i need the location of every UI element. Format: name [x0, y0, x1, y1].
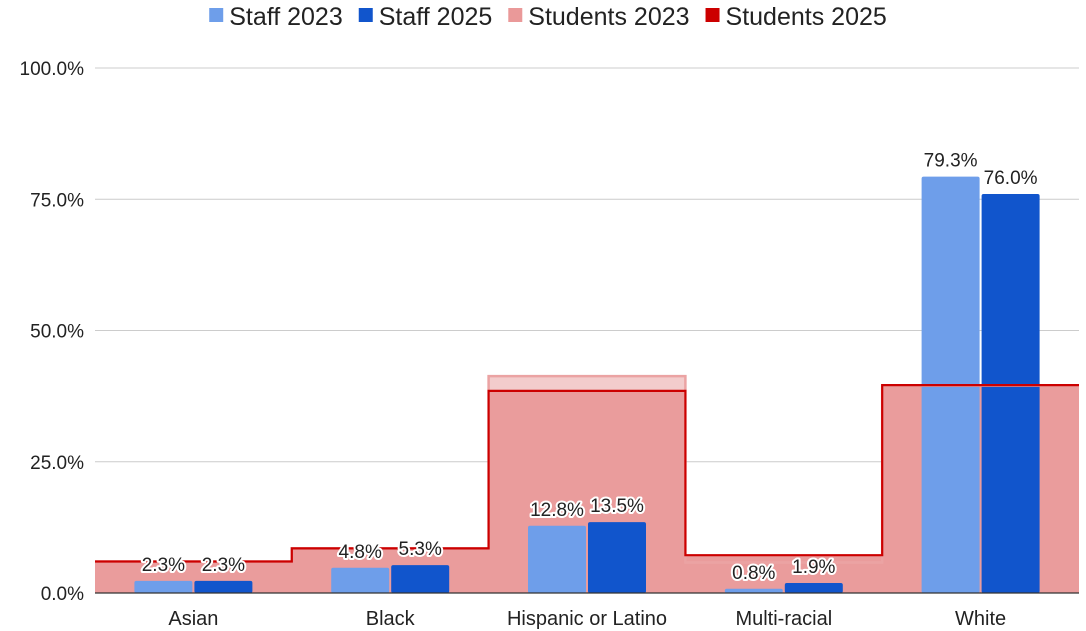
y-tick-label: 50.0%	[30, 322, 84, 343]
y-tick-label: 100.0%	[20, 59, 85, 80]
data-label: 2.3%	[202, 555, 245, 576]
staff-2023-bar	[331, 567, 390, 593]
legend-label: Students 2023	[528, 3, 689, 31]
legend-item: Staff 2023	[209, 3, 343, 31]
legend-item: Students 2025	[705, 3, 887, 31]
legend-item: Staff 2025	[358, 3, 493, 31]
axes: 0.0% 25.0% 50.0% 75.0% 100.0% Asian Black Hispa…	[20, 59, 1079, 630]
students-areas	[95, 376, 1079, 593]
staff-2025-bar	[588, 522, 646, 593]
staff-2023-bar	[134, 580, 193, 593]
y-tick-label: 25.0%	[30, 453, 84, 474]
x-category-label: Black	[366, 608, 416, 630]
staff-2025-bar	[194, 580, 253, 593]
staff-2025-bar	[784, 583, 843, 593]
staff-2023-bar	[724, 588, 783, 593]
x-category-label: Asian	[168, 608, 218, 630]
data-label: 76.0%	[984, 168, 1038, 189]
data-label: 2.3%	[142, 555, 185, 576]
data-label: 12.8%	[530, 500, 584, 521]
y-tick-label: 0.0%	[41, 584, 84, 605]
staff-2023-bar	[528, 525, 586, 593]
legend-swatch	[508, 8, 523, 22]
students-2025-area	[95, 385, 1079, 593]
data-label: 0.8%	[732, 563, 775, 584]
students-2025-line	[95, 384, 1079, 563]
legend: Staff 2023 Staff 2025 Students 2023 Student…	[209, 3, 887, 31]
data-labels: 2.3% 4.8% 12.8% 0.8% 79.3% 2.3% 5.3% 13.5% 1.9% 7…	[140, 149, 1040, 586]
x-category-label: White	[955, 608, 1006, 630]
legend-label: Staff 2025	[379, 3, 493, 31]
legend-swatch	[705, 8, 720, 22]
students-step-lines	[95, 374, 1079, 564]
data-label: 79.3%	[924, 151, 978, 172]
data-label: 4.8%	[339, 542, 382, 563]
x-category-label: Hispanic or Latino	[507, 608, 667, 630]
data-label: 1.9%	[792, 557, 835, 578]
legend-item: Students 2023	[508, 3, 690, 31]
data-label: 5.3%	[399, 539, 442, 560]
staff-2025-bar	[391, 565, 450, 593]
staff-2025-bar	[981, 194, 1040, 593]
data-label: 13.5%	[590, 496, 644, 517]
legend-label: Staff 2023	[229, 3, 343, 31]
x-category-label: Multi-racial	[735, 608, 832, 630]
staff-bars	[134, 176, 1040, 594]
legend-swatch	[209, 8, 224, 22]
legend-label: Students 2025	[726, 3, 887, 31]
legend-swatch	[358, 8, 373, 22]
y-tick-label: 75.0%	[30, 190, 84, 211]
